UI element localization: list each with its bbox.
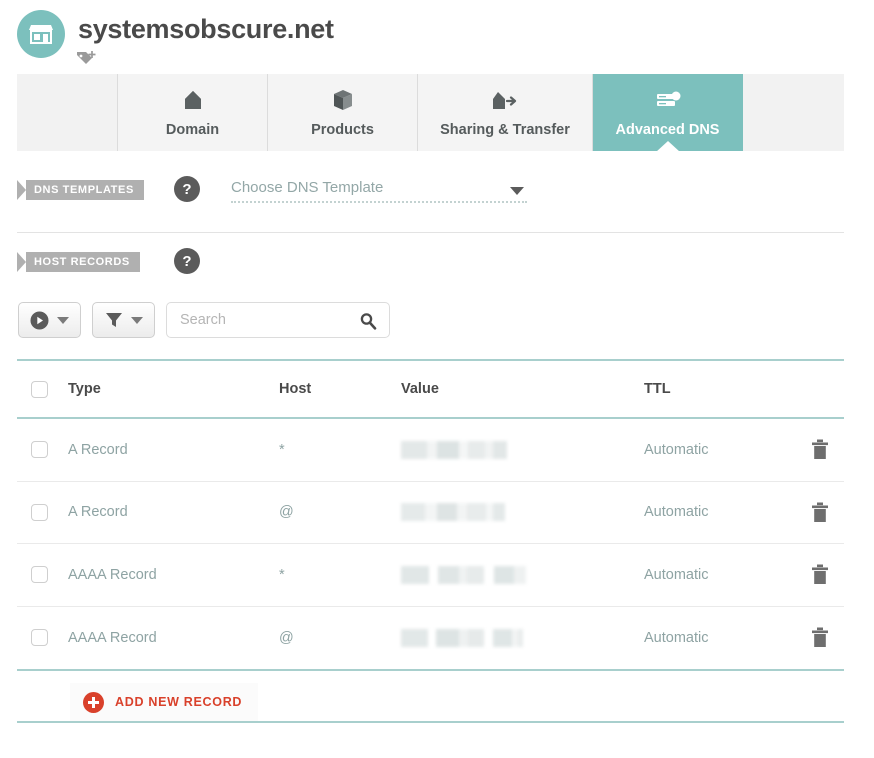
row-checkbox[interactable] <box>31 566 48 584</box>
cell-host: * <box>279 566 285 583</box>
cell-value-redacted <box>401 628 644 647</box>
tab-sharing-transfer[interactable]: Sharing & Transfer <box>418 74 593 151</box>
section-ribbon-dns-templates: DNS TEMPLATES <box>17 180 144 200</box>
add-record-bar: ADD NEW RECORD <box>17 681 844 723</box>
table-header-row: Type Host Value TTL <box>17 361 844 417</box>
chevron-down-icon <box>130 316 143 324</box>
cell-ttl: Automatic <box>644 441 709 458</box>
cell-type: AAAA Record <box>68 629 157 646</box>
row-select-cell <box>17 629 68 647</box>
tab-advanced-dns-label: Advanced DNS <box>615 122 720 138</box>
house-icon <box>181 87 205 113</box>
redacted-value <box>401 628 644 647</box>
tab-domain-label: Domain <box>165 122 220 138</box>
table-row[interactable]: A Record * Automatic <box>17 419 844 482</box>
cell-value-redacted <box>401 503 644 522</box>
trash-icon[interactable] <box>811 439 829 460</box>
cell-type: A Record <box>68 504 128 521</box>
host-records-table: Type Host Value TTL A Record * Automatic <box>17 359 844 671</box>
domain-logo <box>17 10 65 58</box>
chevron-down-icon <box>57 316 69 324</box>
tab-domain[interactable]: Domain <box>118 74 268 151</box>
cell-value-redacted <box>401 440 644 459</box>
active-tab-notch <box>655 141 680 152</box>
column-header-type: Type <box>68 381 101 397</box>
cell-ttl: Automatic <box>644 504 709 521</box>
dns-template-select-value: Choose DNS Template <box>231 179 384 196</box>
tab-advanced-dns[interactable]: Advanced DNS <box>593 74 743 152</box>
row-select-cell <box>17 441 68 459</box>
column-header-value: Value <box>401 381 439 397</box>
cell-type: A Record <box>68 441 128 458</box>
host-records-help-icon[interactable]: ? <box>174 248 200 274</box>
select-all-cell <box>17 380 68 398</box>
play-circle-icon <box>30 311 49 329</box>
storefront-icon <box>29 25 53 44</box>
cell-actions <box>784 439 844 460</box>
dns-template-select[interactable]: Choose DNS Template <box>231 179 527 203</box>
select-all-checkbox[interactable] <box>31 380 48 398</box>
table-row[interactable]: AAAA Record @ Automatic <box>17 606 844 669</box>
add-new-record-button[interactable]: ADD NEW RECORD <box>70 683 259 721</box>
section-divider <box>17 232 844 233</box>
table-top-rule <box>17 359 844 361</box>
table-row[interactable]: A Record @ Automatic <box>17 481 844 544</box>
trash-icon[interactable] <box>811 502 829 523</box>
cell-ttl: Automatic <box>644 566 709 583</box>
house-arrow-icon <box>490 87 520 113</box>
plus-circle-icon <box>83 691 104 713</box>
tab-bar-spacer-right <box>743 74 844 151</box>
tag-plus-icon[interactable] <box>76 48 98 68</box>
redacted-value <box>401 440 644 459</box>
cell-host: @ <box>279 504 294 521</box>
redacted-value <box>401 565 644 584</box>
cell-actions <box>784 502 844 523</box>
chevron-down-icon <box>510 187 524 195</box>
row-checkbox[interactable] <box>31 629 48 647</box>
section-ribbon-host-records: HOST RECORDS <box>17 252 140 272</box>
cell-ttl: Automatic <box>644 629 709 646</box>
cell-type: AAAA Record <box>68 566 157 583</box>
redacted-value <box>401 503 644 522</box>
row-checkbox[interactable] <box>31 503 48 521</box>
table-bottom-rule <box>17 669 844 671</box>
tab-bar: Domain Products Sharing & Transfer <box>17 74 844 152</box>
cell-actions <box>784 564 844 585</box>
row-select-cell <box>17 566 68 584</box>
box-icon <box>332 87 354 113</box>
tab-products-label: Products <box>311 122 374 138</box>
cell-host: * <box>279 441 285 458</box>
server-icon <box>654 87 682 113</box>
tab-bar-spacer-left <box>17 74 118 151</box>
funnel-icon <box>105 313 122 327</box>
search-box[interactable] <box>166 302 390 338</box>
add-new-record-label: ADD NEW RECORD <box>115 695 243 709</box>
search-input[interactable] <box>178 303 353 337</box>
section-ribbon-host-records-label: HOST RECORDS <box>34 256 130 268</box>
help-icon-label: ? <box>182 252 192 270</box>
filter-dropdown-button[interactable] <box>92 302 155 338</box>
action-dropdown-button[interactable] <box>18 302 81 338</box>
cell-value-redacted <box>401 565 644 584</box>
trash-icon[interactable] <box>811 564 829 585</box>
dns-templates-help-icon[interactable]: ? <box>174 176 200 202</box>
page-title: systemsobscure.net <box>78 14 334 44</box>
magnifier-icon[interactable] <box>359 312 377 330</box>
row-select-cell <box>17 503 68 521</box>
table-header-rule <box>17 417 844 419</box>
cell-actions <box>784 627 844 648</box>
row-checkbox[interactable] <box>31 441 48 459</box>
table-row[interactable]: AAAA Record * Automatic <box>17 544 844 607</box>
tab-products[interactable]: Products <box>268 74 418 151</box>
help-icon-label: ? <box>182 180 192 198</box>
page-header: systemsobscure.net <box>0 0 874 72</box>
cell-host: @ <box>279 629 294 646</box>
column-header-host: Host <box>279 381 312 397</box>
trash-icon[interactable] <box>811 627 829 648</box>
column-header-ttl: TTL <box>644 381 671 397</box>
section-ribbon-dns-templates-label: DNS TEMPLATES <box>34 184 134 196</box>
tab-sharing-transfer-label: Sharing & Transfer <box>440 122 570 138</box>
